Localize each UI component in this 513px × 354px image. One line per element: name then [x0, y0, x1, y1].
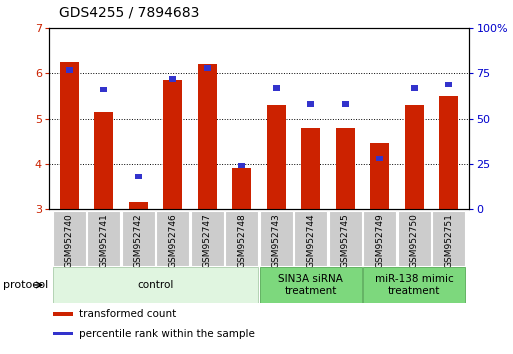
Text: SIN3A siRNA
treatment: SIN3A siRNA treatment [279, 274, 343, 296]
Bar [260, 211, 293, 266]
Bar [66, 67, 73, 73]
Bar [163, 80, 182, 209]
Text: GSM952744: GSM952744 [306, 213, 315, 268]
Bar [294, 211, 327, 266]
Text: GSM952741: GSM952741 [100, 213, 108, 268]
Bar [94, 112, 113, 209]
Text: protocol: protocol [3, 280, 48, 290]
Bar [239, 163, 245, 168]
Bar [411, 85, 418, 91]
Text: GDS4255 / 7894683: GDS4255 / 7894683 [59, 5, 200, 19]
Text: miR-138 mimic
treatment: miR-138 mimic treatment [375, 274, 453, 296]
Bar [439, 96, 458, 209]
Bar [135, 174, 142, 179]
Text: GSM952743: GSM952743 [272, 213, 281, 268]
Bar [307, 102, 314, 107]
Text: GSM952745: GSM952745 [341, 213, 350, 268]
Bar [87, 211, 121, 266]
Text: GSM952749: GSM952749 [375, 213, 384, 268]
Text: GSM952751: GSM952751 [444, 213, 453, 268]
Bar [405, 105, 424, 209]
Bar [101, 87, 107, 92]
Bar [336, 128, 355, 209]
Bar [122, 211, 155, 266]
Bar [267, 105, 286, 209]
Bar [53, 211, 86, 266]
Text: transformed count: transformed count [80, 309, 176, 319]
Bar [232, 168, 251, 209]
Bar [273, 85, 280, 91]
Bar [60, 62, 79, 209]
Bar [432, 211, 465, 266]
Bar [129, 202, 148, 209]
Bar [363, 267, 465, 303]
Text: GSM952748: GSM952748 [238, 213, 246, 268]
Text: control: control [137, 280, 174, 290]
Text: GSM952746: GSM952746 [168, 213, 177, 268]
Text: GSM952740: GSM952740 [65, 213, 74, 268]
Bar [329, 211, 362, 266]
Bar [53, 267, 259, 303]
Text: GSM952742: GSM952742 [134, 213, 143, 268]
Bar [53, 313, 73, 316]
Bar [445, 81, 452, 87]
Bar [225, 211, 259, 266]
Text: GSM952747: GSM952747 [203, 213, 212, 268]
Bar [156, 211, 189, 266]
Bar [191, 211, 224, 266]
Bar [342, 102, 349, 107]
Text: GSM952750: GSM952750 [410, 213, 419, 268]
Bar [53, 332, 73, 335]
Bar [169, 76, 176, 81]
Bar [301, 128, 320, 209]
Bar [204, 65, 211, 71]
Bar [363, 211, 397, 266]
Bar [370, 143, 389, 209]
Text: percentile rank within the sample: percentile rank within the sample [80, 329, 255, 339]
Bar [377, 156, 383, 161]
Bar [198, 64, 217, 209]
Bar [398, 211, 431, 266]
Bar [260, 267, 362, 303]
